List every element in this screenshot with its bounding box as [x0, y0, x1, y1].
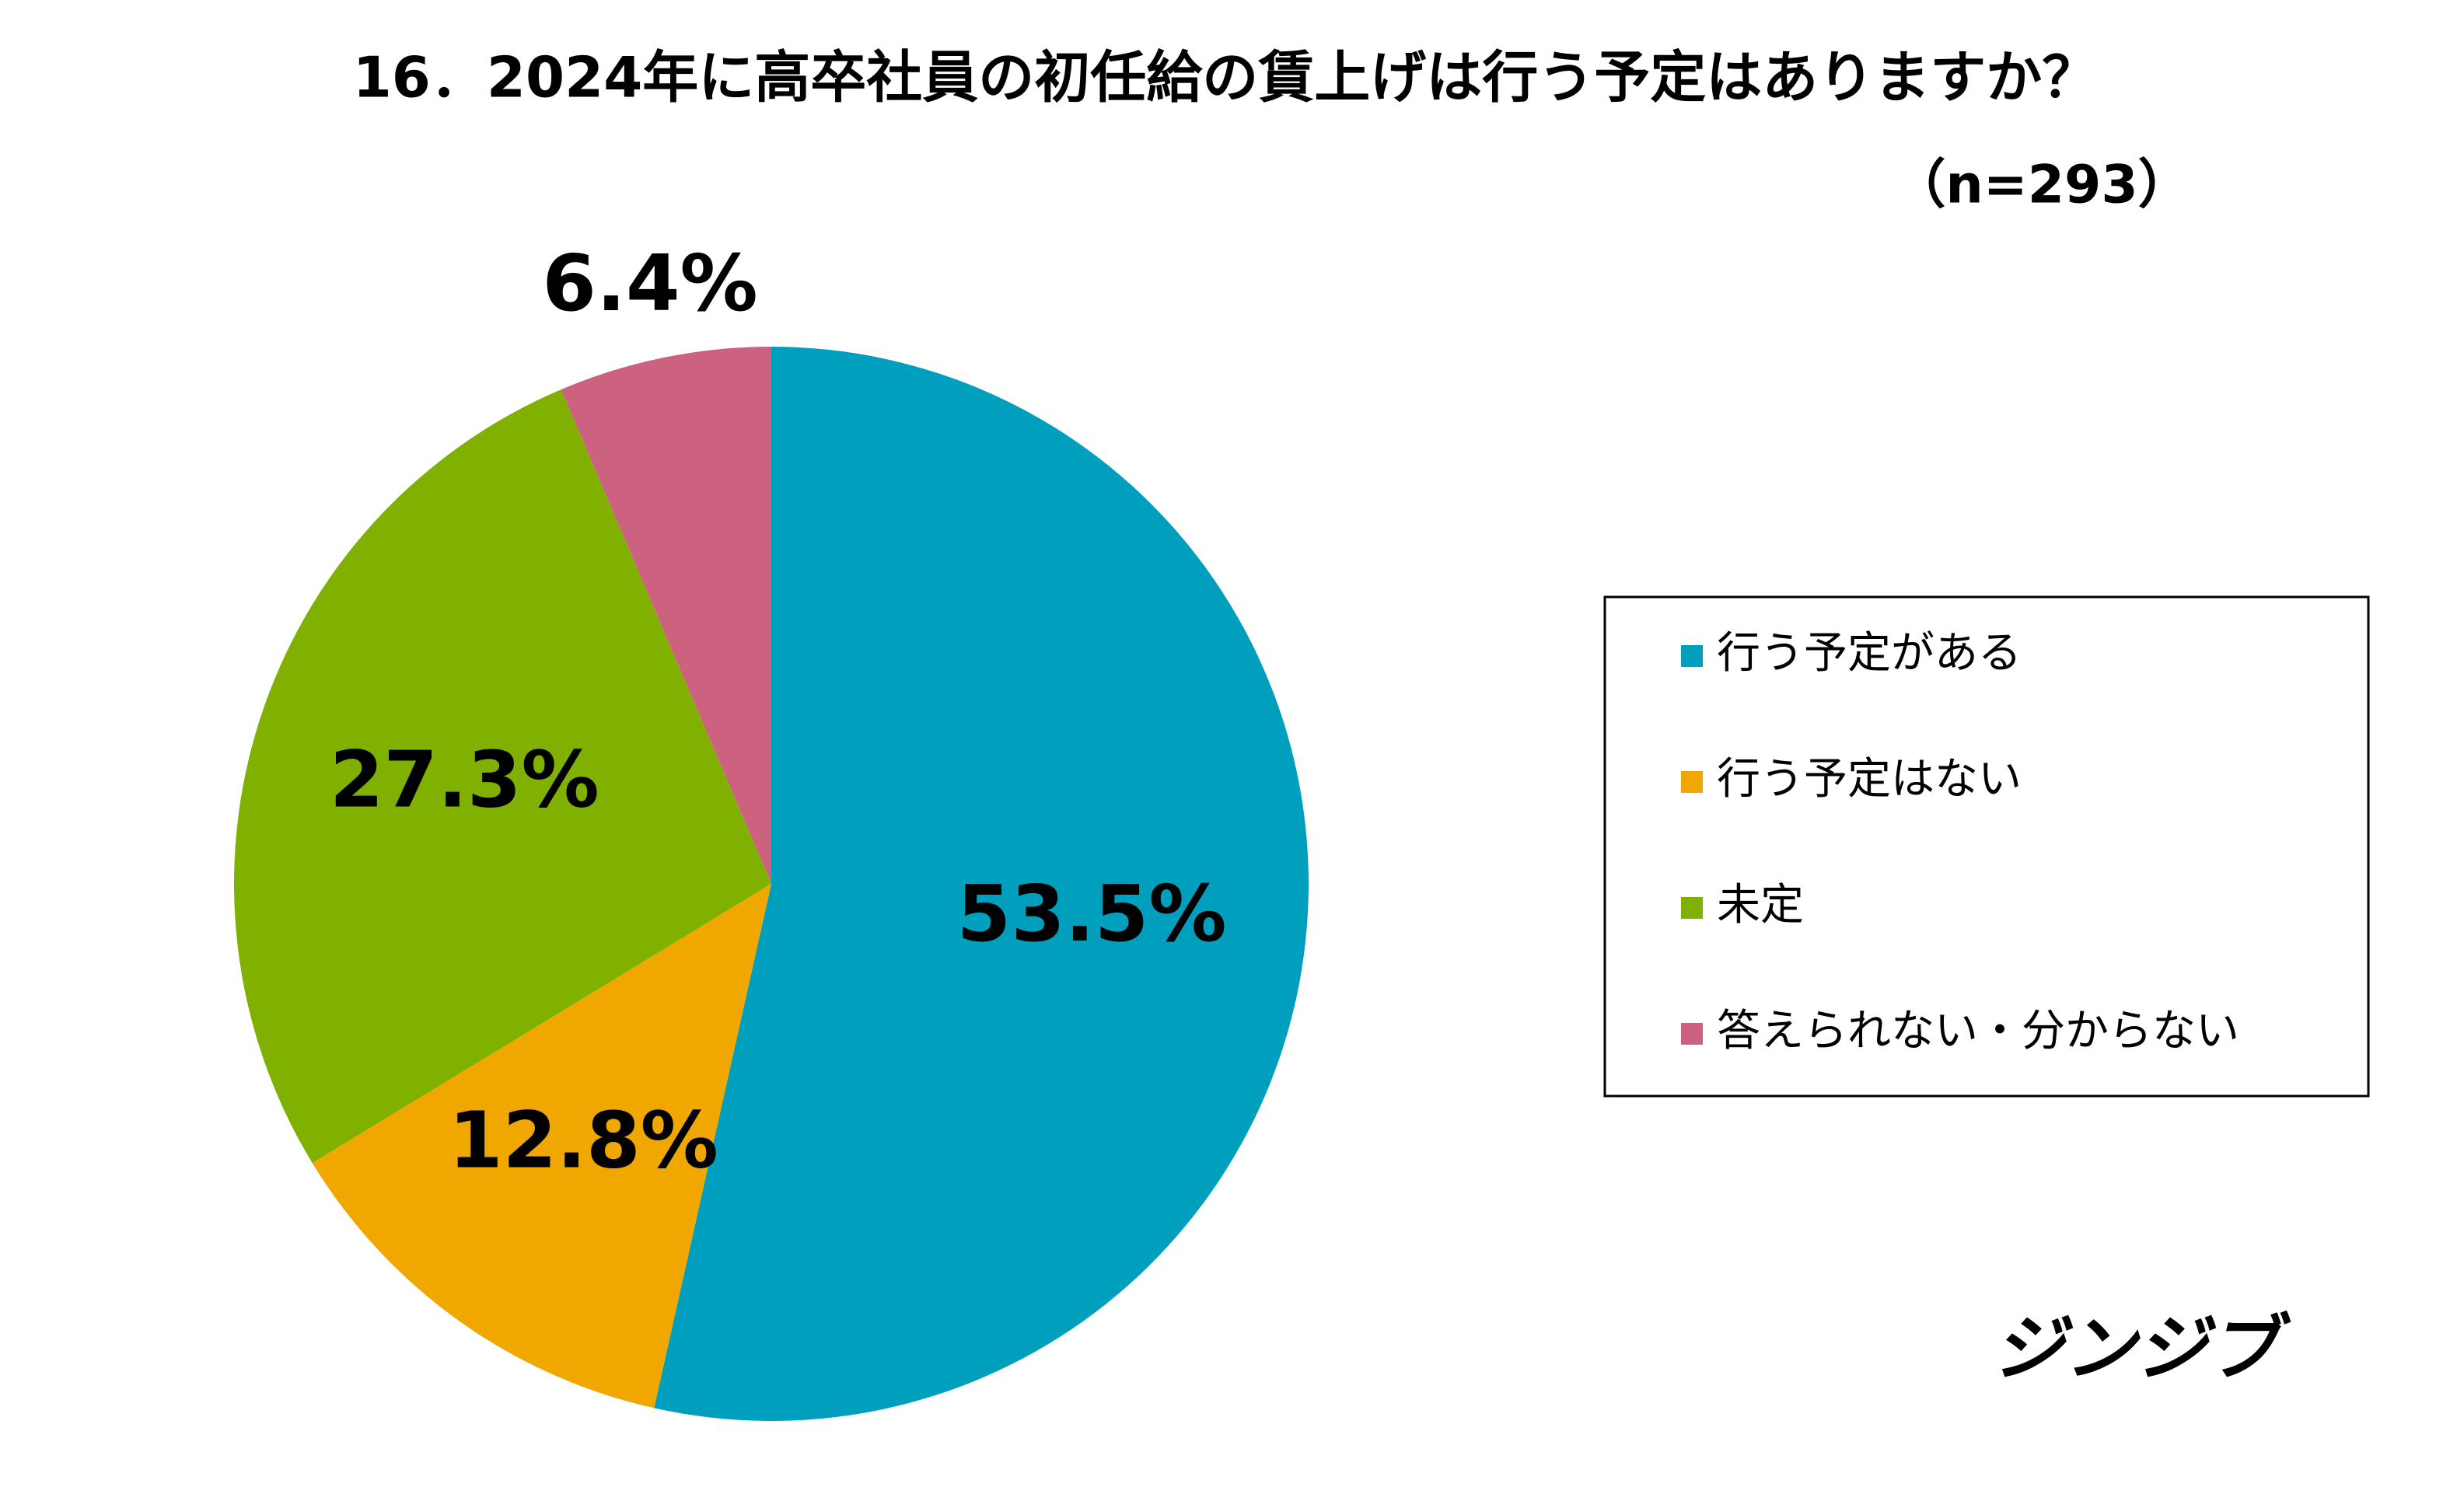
- data-label: 53.5%: [957, 868, 1227, 959]
- legend-label: 未定: [1717, 880, 1804, 930]
- legend-label: 行う予定がある: [1717, 628, 2022, 679]
- brand-logo: ジンジブ: [1993, 1307, 2291, 1390]
- pie-slice: [312, 884, 771, 1409]
- legend-box: [1603, 595, 2370, 1098]
- pie-slice: [234, 389, 771, 1164]
- legend-marker: [1681, 897, 1703, 919]
- legend-label: 答えられない・分からない: [1717, 1006, 2239, 1056]
- legend-label: 行う予定はない: [1717, 754, 2022, 805]
- data-label: 27.3%: [330, 734, 599, 825]
- pie-slice: [561, 347, 771, 884]
- legend-marker: [1681, 1023, 1703, 1045]
- legend-marker: [1681, 771, 1703, 793]
- chart-title: 16．2024年に高卒社員の初任給の賃上げは行う予定はありますか？: [353, 45, 2099, 110]
- chart-subtitle: （n=293）: [1893, 155, 2190, 216]
- data-label: 12.8%: [449, 1094, 718, 1185]
- data-label: 6.4%: [542, 238, 757, 329]
- pie-slice: [654, 347, 1309, 1421]
- legend-marker: [1681, 645, 1703, 667]
